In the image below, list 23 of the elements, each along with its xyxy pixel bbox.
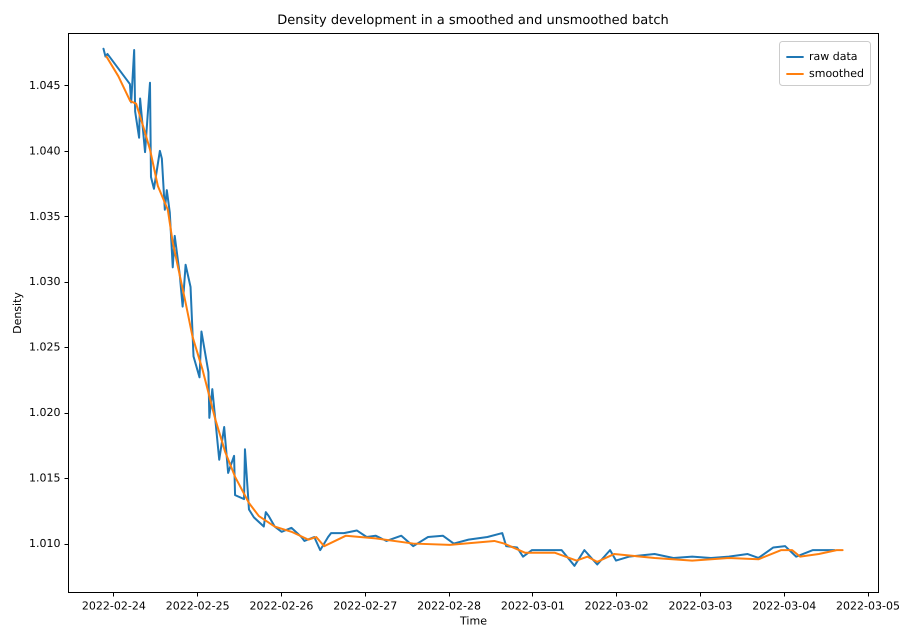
x-tick-label: 2022-02-25 — [166, 600, 230, 612]
x-tick-label: 2022-03-01 — [500, 600, 565, 612]
y-tick-label: 1.015 — [29, 472, 60, 485]
y-tick-label: 1.035 — [29, 210, 60, 223]
y-tick-label: 1.040 — [29, 144, 60, 158]
legend-label: raw data — [809, 50, 858, 63]
y-tick-label: 1.010 — [29, 537, 60, 550]
x-tick-label: 2022-02-28 — [417, 600, 482, 612]
x-tick-label: 2022-02-27 — [333, 600, 398, 612]
x-tick-label: 2022-03-05 — [836, 600, 900, 612]
chart-title: Density development in a smoothed and unsmoothed batch — [277, 13, 669, 28]
x-tick-label: 2022-02-24 — [82, 600, 146, 612]
x-axis-title: Time — [459, 614, 488, 628]
x-tick-label: 2022-03-04 — [752, 600, 816, 612]
x-tick-label: 2022-03-02 — [584, 600, 649, 612]
y-tick-label: 1.025 — [29, 340, 60, 354]
legend-label: smoothed — [809, 67, 864, 80]
y-tick-label: 1.030 — [29, 275, 60, 288]
x-tick-label: 2022-03-03 — [668, 600, 732, 612]
y-axis-title: Density — [11, 292, 24, 334]
y-tick-label: 1.020 — [29, 406, 60, 420]
x-tick-label: 2022-02-26 — [250, 600, 314, 612]
y-tick-label: 1.045 — [29, 78, 60, 92]
